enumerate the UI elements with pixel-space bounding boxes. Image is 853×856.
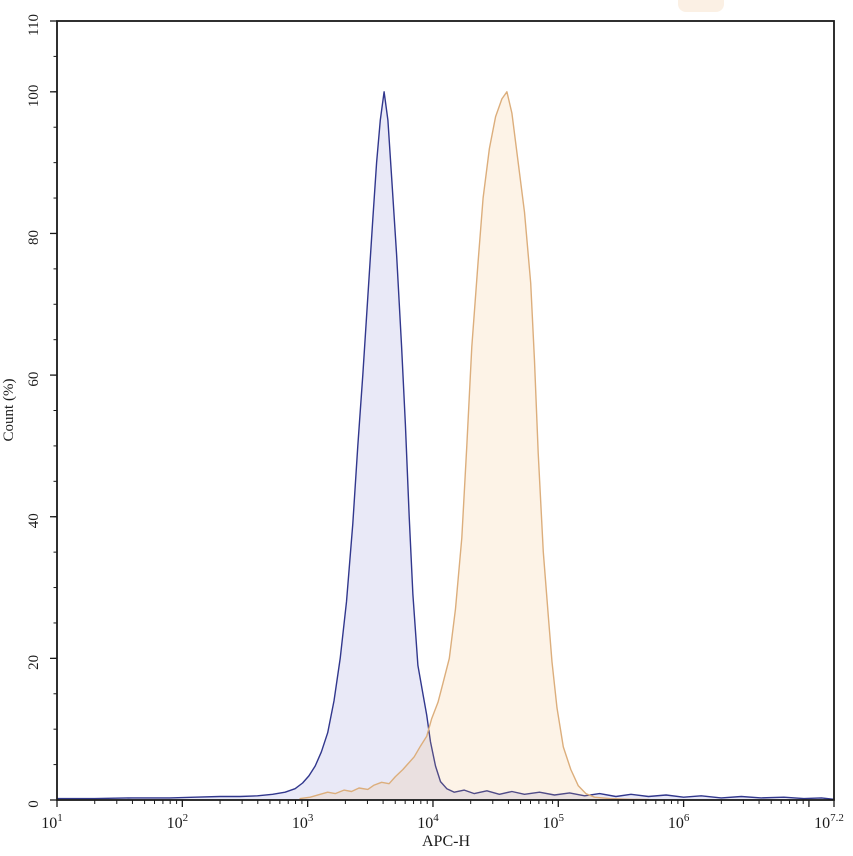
x-tick-label: 102 (167, 812, 189, 832)
x-tick-label: 103 (292, 812, 314, 832)
y-axis-title: Count (%) (1, 379, 17, 442)
histogram-series (56, 91, 835, 801)
plot-border (56, 20, 835, 801)
y-tick-label: 40 (26, 513, 42, 528)
y-tick-label: 80 (26, 230, 42, 245)
x-tick-label: 101 (41, 812, 63, 832)
x-axis-title: APC-H (422, 833, 470, 850)
top-edge-artifact (678, 0, 724, 12)
y-tick-label: 100 (26, 85, 42, 108)
y-tick-label: 60 (26, 372, 42, 387)
axis-major-ticks (50, 20, 835, 807)
axis-minor-ticks (53, 55, 804, 804)
x-tick-label: 106 (668, 812, 690, 832)
x-tick-label: 104 (417, 812, 439, 832)
blue-population-curve (56, 91, 835, 800)
orange-population-curve (299, 91, 650, 801)
orange-population-fill (300, 91, 649, 801)
y-tick-label: 0 (26, 800, 42, 808)
axis-tick-labels: 101 102 103 104 105 106 107.2 0 20 40 60 80 100 110 (26, 14, 844, 832)
x-tick-label: 105 (543, 812, 565, 832)
y-tick-label: 20 (26, 655, 42, 670)
x-tick-label: 107.2 (814, 812, 844, 832)
y-tick-label: 110 (26, 14, 42, 36)
